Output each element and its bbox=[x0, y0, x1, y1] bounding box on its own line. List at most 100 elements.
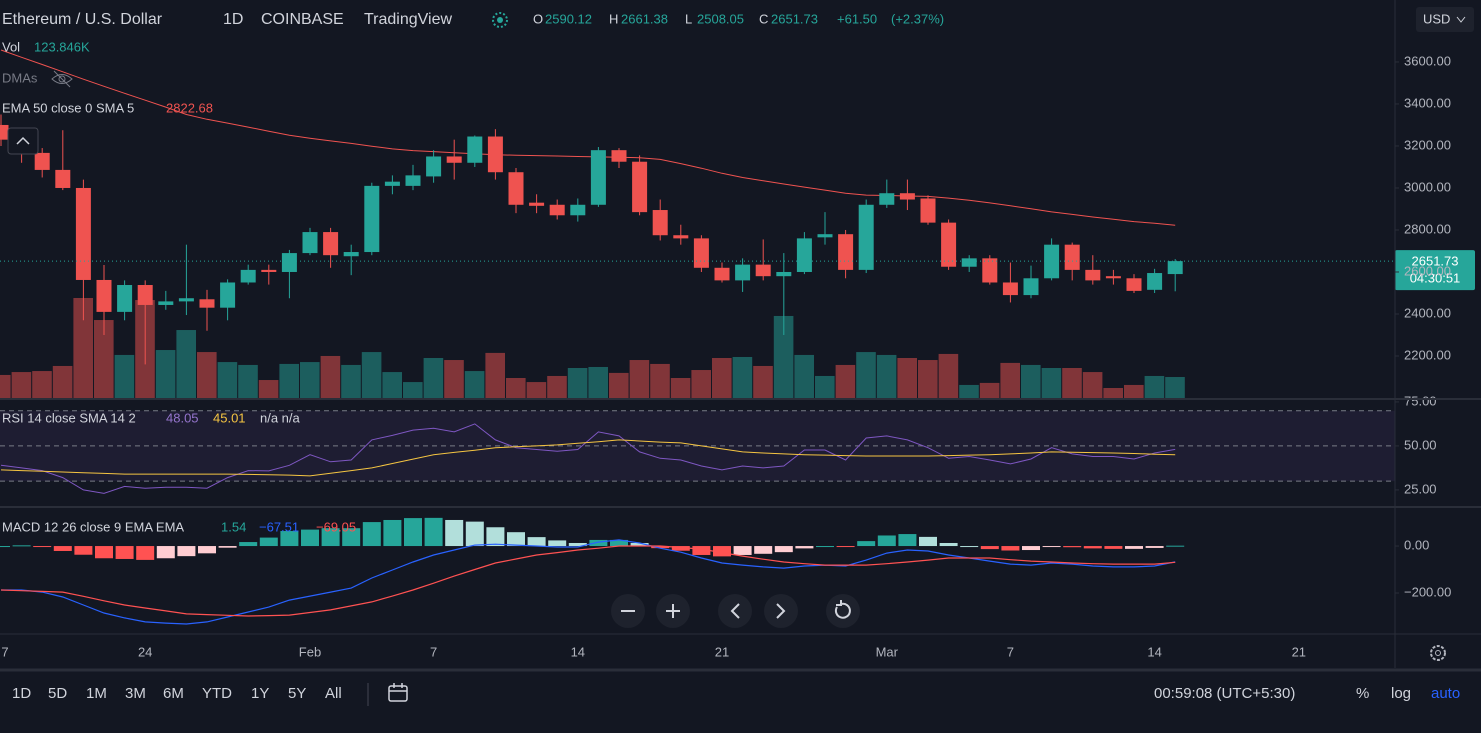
volume-bar bbox=[588, 366, 608, 398]
date-range-icon[interactable] bbox=[388, 683, 408, 702]
ohlc-value: 2651.73 bbox=[771, 11, 818, 26]
candle-body bbox=[941, 222, 957, 267]
macd-histogram-bar bbox=[1166, 545, 1185, 547]
range-button[interactable]: YTD bbox=[202, 685, 232, 702]
range-button[interactable]: 3M bbox=[125, 685, 146, 702]
candle-body bbox=[632, 161, 648, 213]
volume-bar bbox=[114, 354, 135, 398]
scroll-right[interactable] bbox=[764, 594, 798, 628]
volume-bar bbox=[0, 374, 11, 398]
dmas-label: DMAs bbox=[2, 70, 38, 85]
nav-buttons bbox=[611, 594, 860, 628]
macd-histogram-bar bbox=[630, 542, 649, 547]
range-button[interactable]: 5Y bbox=[288, 685, 306, 702]
candle-body bbox=[755, 264, 771, 277]
volume-bar bbox=[300, 362, 320, 398]
volume-bar bbox=[52, 365, 73, 398]
y-tick-label: 3400.00 bbox=[1404, 95, 1451, 110]
macd-value: −67.51 bbox=[259, 519, 299, 534]
candle-body bbox=[261, 269, 277, 272]
macd-histogram-bar bbox=[589, 539, 608, 547]
range-button[interactable]: 1D bbox=[12, 685, 31, 702]
candle-body bbox=[920, 198, 936, 223]
candle-body bbox=[590, 150, 606, 205]
candle-body bbox=[1044, 244, 1060, 279]
volume-bar bbox=[835, 364, 856, 398]
vol-label: Vol bbox=[2, 39, 20, 54]
source: TradingView bbox=[364, 11, 452, 28]
y-tick-label: 25.00 bbox=[1404, 481, 1437, 496]
x-tick-label: 7 bbox=[1, 644, 8, 659]
candle-body bbox=[487, 136, 503, 173]
candle-body bbox=[1064, 244, 1080, 270]
y-tick-label: 3000.00 bbox=[1404, 179, 1451, 194]
macd-histogram-bar bbox=[362, 522, 381, 547]
candle-body bbox=[673, 235, 689, 239]
candle-body bbox=[178, 298, 194, 302]
candle-body bbox=[508, 172, 524, 205]
reset-icon bbox=[834, 600, 851, 619]
macd-histogram-bar bbox=[1001, 546, 1020, 551]
percent-toggle[interactable]: % bbox=[1356, 685, 1369, 702]
candle-body bbox=[384, 181, 400, 186]
volume-bar bbox=[217, 362, 238, 398]
macd-histogram-bar bbox=[198, 546, 216, 554]
candle-body bbox=[961, 258, 977, 267]
candle-body bbox=[652, 210, 668, 236]
y-tick-label: −200.00 bbox=[1404, 584, 1451, 599]
macd-histogram-bar bbox=[156, 546, 175, 559]
macd-histogram-bar bbox=[980, 546, 999, 550]
currency[interactable]: USD bbox=[1423, 11, 1450, 26]
scroll-left[interactable] bbox=[718, 594, 752, 628]
volume-bar bbox=[73, 298, 93, 398]
range-button[interactable]: 1M bbox=[86, 685, 107, 702]
log-toggle[interactable]: log bbox=[1391, 685, 1411, 702]
macd-title: MACD 12 26 close 9 EMA EMA bbox=[2, 519, 184, 534]
macd-histogram-bar bbox=[177, 546, 196, 557]
range-button[interactable]: 1Y bbox=[251, 685, 269, 702]
layers: 2651.73 04:30:51 7 24 Feb 7 14 21 Mar 7 14 21 2200.0… bbox=[0, 49, 1475, 659]
currency-button[interactable] bbox=[1416, 7, 1474, 32]
hidden-icon[interactable] bbox=[51, 70, 73, 88]
candle-body bbox=[1085, 269, 1101, 281]
candle-body bbox=[838, 234, 854, 270]
macd-histogram-bar bbox=[1063, 546, 1082, 548]
candle-body bbox=[34, 152, 50, 170]
volume-bar bbox=[753, 365, 773, 398]
candle-body bbox=[446, 156, 462, 163]
macd-histogram-bar bbox=[507, 532, 525, 547]
candle-body bbox=[570, 204, 586, 216]
volume-bar bbox=[403, 382, 423, 398]
volume-bar bbox=[382, 372, 402, 398]
candle-body bbox=[899, 193, 915, 200]
candle-body bbox=[137, 285, 153, 305]
range-button[interactable]: All bbox=[325, 685, 342, 702]
macd-histogram-bar bbox=[280, 531, 299, 547]
auto-toggle[interactable]: auto bbox=[1431, 685, 1460, 702]
macd-histogram-bar bbox=[527, 537, 546, 547]
macd-histogram-bar bbox=[795, 546, 814, 549]
x-tick-label: Mar bbox=[876, 644, 899, 659]
candle-body bbox=[96, 279, 112, 312]
range-button[interactable]: 5D bbox=[48, 685, 67, 702]
macd-line bbox=[0, 545, 1176, 617]
candle-body bbox=[1002, 282, 1018, 296]
candle-body bbox=[879, 193, 895, 205]
volume-bar bbox=[1062, 368, 1082, 398]
interval: 1D bbox=[223, 11, 243, 28]
settings[interactable] bbox=[1430, 645, 1446, 661]
candle-body bbox=[467, 136, 483, 163]
collapse-button[interactable] bbox=[7, 127, 39, 155]
macd-histogram-bar bbox=[774, 546, 793, 553]
macd-histogram-bar bbox=[733, 546, 752, 555]
exchange: COINBASE bbox=[261, 11, 344, 28]
volume-bar bbox=[1041, 368, 1062, 398]
range-button[interactable]: 6M bbox=[163, 685, 184, 702]
reset[interactable] bbox=[826, 594, 860, 628]
volume-bar bbox=[32, 371, 52, 398]
macd-histogram-bar bbox=[0, 546, 10, 548]
ohlc-value: 2661.38 bbox=[621, 11, 668, 26]
candle-body bbox=[1167, 261, 1183, 275]
status-icon bbox=[497, 17, 503, 23]
volume-bar bbox=[155, 350, 176, 398]
